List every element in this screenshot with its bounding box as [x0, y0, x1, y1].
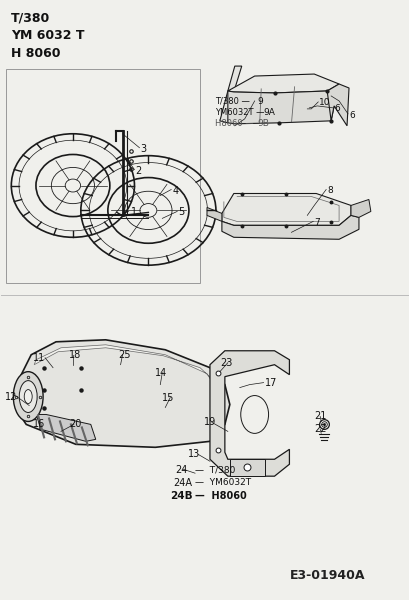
Ellipse shape — [24, 389, 32, 404]
Text: 22: 22 — [313, 424, 326, 434]
Text: 2: 2 — [135, 166, 142, 176]
Polygon shape — [227, 74, 338, 93]
Text: 24A: 24A — [173, 478, 192, 488]
Text: 7: 7 — [313, 218, 319, 227]
Text: 5: 5 — [178, 208, 184, 217]
Text: 23: 23 — [219, 358, 232, 368]
Text: 24: 24 — [175, 465, 187, 475]
Text: 9A: 9A — [263, 108, 275, 117]
Polygon shape — [209, 351, 289, 476]
Polygon shape — [227, 91, 333, 124]
Text: 14: 14 — [155, 368, 167, 377]
Text: 3: 3 — [140, 144, 146, 154]
Text: 17: 17 — [264, 377, 276, 388]
Text: 15: 15 — [162, 392, 174, 403]
Text: 9B: 9B — [257, 119, 269, 128]
Text: E3-01940A: E3-01940A — [289, 569, 364, 582]
Text: T/380 —: T/380 — — [214, 97, 249, 106]
Polygon shape — [221, 193, 350, 226]
Text: —  YM6032T: — YM6032T — [195, 478, 251, 487]
Polygon shape — [326, 84, 348, 126]
Ellipse shape — [13, 371, 43, 421]
Polygon shape — [219, 66, 241, 123]
Text: H8060 —: H8060 — — [214, 119, 253, 128]
Text: 6: 6 — [333, 104, 339, 113]
Bar — [7, 69, 200, 283]
Text: 9: 9 — [257, 97, 263, 106]
Text: 19: 19 — [204, 418, 216, 427]
Text: YM6032T —: YM6032T — — [214, 108, 264, 117]
Polygon shape — [34, 345, 219, 395]
Text: 6: 6 — [348, 111, 354, 120]
Ellipse shape — [19, 380, 37, 412]
Text: 13: 13 — [188, 449, 200, 460]
Text: 21: 21 — [313, 412, 326, 421]
Text: 4: 4 — [172, 185, 178, 196]
Polygon shape — [229, 459, 264, 476]
Text: —  H8060: — H8060 — [195, 491, 246, 501]
Text: 24B: 24B — [170, 491, 192, 501]
Polygon shape — [36, 415, 96, 442]
Text: YM 6032 T: YM 6032 T — [11, 29, 85, 42]
Ellipse shape — [139, 203, 157, 217]
Text: 8: 8 — [326, 185, 332, 194]
Polygon shape — [221, 215, 358, 239]
Text: 12: 12 — [5, 392, 18, 401]
Text: 1: 1 — [130, 208, 136, 217]
Polygon shape — [16, 340, 229, 448]
Polygon shape — [350, 199, 370, 217]
Text: 11: 11 — [33, 353, 45, 363]
Text: 20: 20 — [69, 419, 81, 430]
Text: T/380: T/380 — [11, 11, 50, 25]
Text: —  T/380: — T/380 — [195, 465, 235, 474]
Text: H 8060: H 8060 — [11, 47, 61, 60]
Text: 10: 10 — [319, 98, 330, 107]
Text: 25: 25 — [118, 350, 131, 360]
Text: 18: 18 — [69, 350, 81, 360]
Text: 16: 16 — [33, 419, 45, 430]
Ellipse shape — [65, 179, 81, 192]
Polygon shape — [207, 208, 221, 221]
Ellipse shape — [240, 395, 268, 433]
